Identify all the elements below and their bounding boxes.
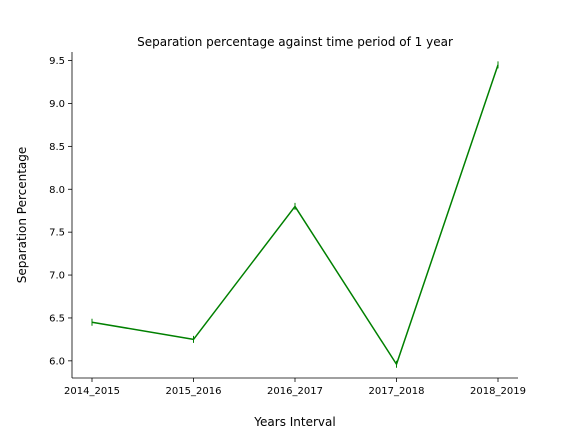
y-tick-label: 6.5 <box>49 313 65 324</box>
y-tick-label: 7.0 <box>49 271 65 282</box>
x-tick-label: 2015_2016 <box>166 386 222 397</box>
plot-area <box>91 61 499 368</box>
x-tick-label: 2018_2019 <box>470 386 526 397</box>
y-axis-ticks: 6.0 6.5 7.0 7.5 8.0 8.5 9.0 9.5 <box>49 56 72 367</box>
x-tick-label: 2016_2017 <box>267 386 323 397</box>
chart-title: Separation percentage against time perio… <box>137 35 453 49</box>
y-tick-label: 9.0 <box>49 99 65 110</box>
y-tick-label: 6.0 <box>49 356 65 367</box>
x-axis-label: Years Interval <box>253 415 335 429</box>
y-tick-label: 7.5 <box>49 228 65 239</box>
y-axis-label: Separation Percentage <box>15 147 29 284</box>
x-axis-ticks: 2014_2015 2015_2016 2016_2017 2017_2018 2018… <box>64 378 526 397</box>
y-tick-label: 9.5 <box>49 56 65 67</box>
y-tick-label: 8.0 <box>49 185 65 196</box>
x-tick-label: 2014_2015 <box>64 386 120 397</box>
series-line <box>91 64 499 366</box>
y-tick-label: 8.5 <box>49 142 65 153</box>
x-tick-label: 2017_2018 <box>369 386 425 397</box>
